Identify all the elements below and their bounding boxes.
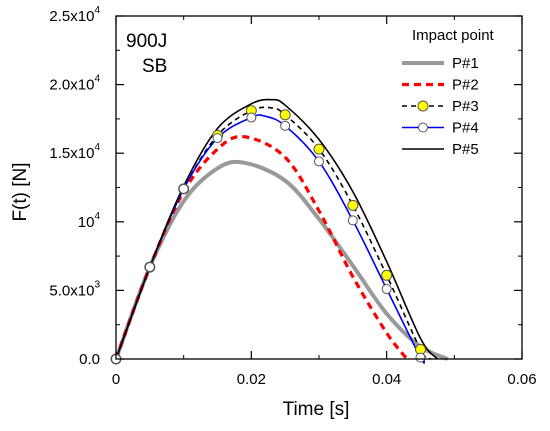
series-P5: [115, 98, 439, 360]
y-axis-title: F(t) [N]: [10, 162, 31, 221]
x-tick-label: 0: [112, 371, 120, 388]
legend-entry: P#5: [402, 141, 479, 158]
series-line: [114, 159, 449, 361]
legend-entry: P#2: [402, 77, 479, 94]
y-tick-label-exponent: 3: [94, 279, 100, 290]
y-tick-label: 104: [78, 211, 101, 231]
y-tick-label-exponent: 4: [94, 74, 100, 85]
y-tick-label-base: 5.0x10: [49, 282, 94, 299]
y-tick-label-base: 1.5x10: [49, 145, 94, 162]
data-point: [313, 143, 325, 155]
y-tick-label-base: 10: [78, 214, 95, 231]
legend: Impact point P#1 P#2 P#3 P#4 P#5: [402, 27, 495, 158]
data-point: [381, 284, 392, 295]
legend-marker: [417, 100, 429, 112]
y-tick-label: 1.5x104: [49, 142, 100, 162]
legend-label: P#3: [452, 98, 479, 115]
plot-frame: [115, 15, 523, 360]
y-tick-label-base: 0.0: [79, 351, 100, 368]
x-tick-label: 0.02: [237, 371, 266, 388]
legend-entry: P#1: [402, 55, 479, 72]
annotation-specimen: SB: [142, 56, 167, 77]
y-tick-label-exponent: 4: [94, 142, 100, 153]
data-point: [381, 269, 393, 281]
legend-entry: P#4: [402, 120, 479, 137]
legend-marker: [418, 122, 428, 133]
data-point: [415, 352, 426, 363]
data-point: [347, 199, 359, 211]
y-tick-label: 2.5x104: [49, 5, 100, 25]
y-tick-label-exponent: 4: [94, 5, 100, 16]
data-point: [314, 156, 324, 167]
legend-label: P#5: [452, 141, 479, 158]
y-tick-label-base: 2.0x10: [49, 77, 94, 94]
legend-label: P#2: [452, 77, 479, 94]
y-tick-label: 0.0: [79, 351, 100, 368]
series-line: [115, 98, 439, 360]
data-point: [144, 262, 155, 273]
data-point: [347, 215, 358, 226]
series-layer: [110, 98, 449, 365]
x-tick-label: 0.06: [507, 371, 536, 388]
series-markers-P4: [111, 112, 426, 364]
data-point: [246, 112, 257, 123]
legend-entry: P#3: [402, 98, 479, 115]
y-tick-label-base: 2.5x10: [49, 8, 94, 25]
legend-title: Impact point: [412, 27, 495, 44]
y-tick-label-exponent: 4: [94, 211, 100, 222]
data-point: [178, 183, 189, 194]
legend-label: P#4: [452, 120, 479, 137]
legend-label: P#1: [452, 55, 479, 72]
series-P1: [114, 159, 449, 361]
y-tick-label: 5.0x103: [49, 279, 100, 299]
x-tick-label: 0.04: [372, 371, 401, 388]
annotation-energy: 900J: [126, 31, 167, 52]
data-point: [212, 133, 223, 144]
data-point: [280, 120, 291, 131]
data-point: [279, 109, 291, 121]
y-tick-label: 2.0x104: [49, 74, 100, 94]
x-axis-title: Time [s]: [283, 399, 350, 420]
